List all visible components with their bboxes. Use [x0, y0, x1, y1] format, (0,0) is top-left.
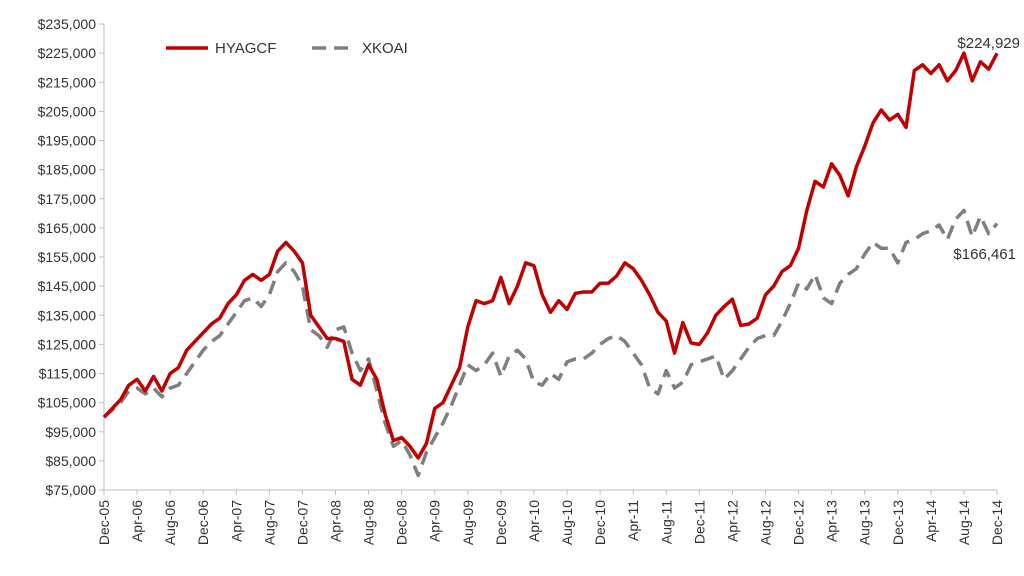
end-label-xkoai: $166,461 — [953, 246, 1016, 263]
y-tick-label: $75,000 — [45, 482, 96, 498]
y-tick-label: $155,000 — [38, 249, 97, 265]
y-tick-label: $135,000 — [38, 307, 97, 323]
x-tick-label: Apr-11 — [625, 500, 641, 541]
y-tick-label: $85,000 — [45, 453, 96, 469]
x-tick-label: Apr-07 — [228, 500, 244, 542]
y-tick-label: $95,000 — [45, 424, 96, 440]
y-tick-label: $185,000 — [38, 162, 97, 178]
x-tick-label: Aug-14 — [956, 500, 972, 545]
x-tick-label: Aug-10 — [559, 500, 575, 545]
x-tick-label: Apr-12 — [724, 500, 740, 542]
x-tick-label: Apr-14 — [923, 500, 939, 542]
x-tick-label: Aug-11 — [658, 500, 674, 544]
x-tick-label: Aug-13 — [857, 500, 873, 545]
y-tick-label: $145,000 — [38, 278, 97, 294]
x-tick-label: Apr-09 — [427, 500, 443, 542]
y-tick-label: $195,000 — [38, 133, 97, 149]
legend-label-xkoai: XKOAI — [362, 40, 408, 57]
y-tick-label: $175,000 — [38, 191, 97, 207]
end-labels: $224,929 $166,461 — [953, 35, 1020, 263]
x-tick-label: Apr-08 — [328, 500, 344, 542]
x-tick-label: Dec-13 — [890, 500, 906, 545]
x-tick-label: Apr-13 — [824, 500, 840, 542]
x-tick-label: Dec-09 — [493, 500, 509, 545]
legend-label-hyagcf: HYAGCF — [215, 40, 276, 57]
end-label-hyagcf: $224,929 — [957, 35, 1020, 52]
series-line-hyagcf — [102, 51, 999, 460]
x-tick-label: Aug-06 — [162, 500, 178, 545]
x-tick-label: Apr-10 — [526, 500, 542, 542]
y-tick-label: $205,000 — [38, 103, 97, 119]
x-tick-label: Dec-06 — [195, 500, 211, 545]
x-tick-label: Aug-09 — [460, 500, 476, 545]
y-tick-label: $115,000 — [39, 366, 97, 382]
x-axis: Dec-05 Apr-06 Aug-06 Dec-06 Apr-07 Aug-07 Dec-… — [96, 489, 1005, 545]
y-tick-label: $235,000 — [38, 16, 97, 32]
y-tick-label: $105,000 — [38, 395, 97, 411]
x-tick-label: Aug-08 — [361, 500, 377, 545]
x-tick-label: Dec-08 — [394, 500, 410, 545]
y-tick-label: $215,000 — [38, 74, 97, 90]
x-tick-label: Aug-07 — [261, 500, 277, 545]
x-tick-label: Dec-05 — [96, 500, 112, 545]
legend: HYAGCF XKOAI — [166, 40, 408, 57]
x-tick-label: Dec-07 — [294, 500, 310, 545]
x-tick-label: Dec-12 — [791, 500, 807, 545]
y-tick-label: $165,000 — [38, 220, 97, 236]
series-line-xkoai — [102, 208, 999, 478]
x-tick-label: Apr-06 — [129, 500, 145, 542]
x-tick-label: Dec-14 — [989, 500, 1005, 545]
x-tick-label: Aug-12 — [757, 500, 773, 545]
y-tick-label: $225,000 — [38, 45, 97, 61]
x-tick-label: Dec-11 — [691, 500, 707, 544]
y-axis: $75,000 $85,000 $95,000 $105,000 $115,000 $12… — [38, 16, 105, 498]
x-tick-label: Dec-10 — [592, 500, 608, 545]
y-tick-label: $125,000 — [38, 336, 97, 352]
series-layer — [102, 51, 999, 478]
